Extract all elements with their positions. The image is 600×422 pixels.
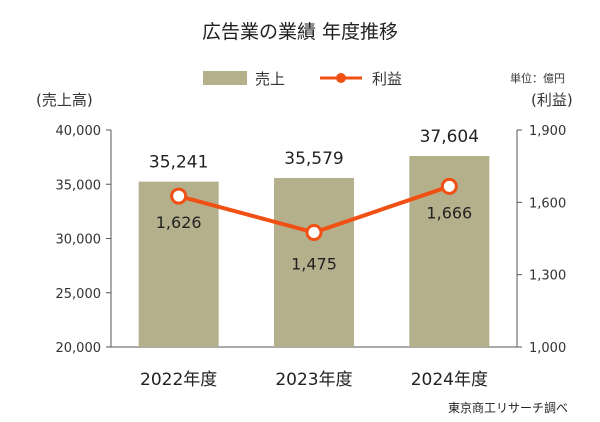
chart-title: 広告業の業績 年度推移 xyxy=(202,21,398,43)
legend-marker-profit xyxy=(336,73,346,83)
profit-marker xyxy=(305,223,323,241)
right-axis-ticks: 1,000 1,300 1,600 1,900 xyxy=(517,124,566,356)
x-axis-labels: 2022年度 2023年度 2024年度 xyxy=(140,370,488,390)
bar xyxy=(138,181,219,347)
left-tick-label: 20,000 xyxy=(56,341,102,356)
legend-label-profit: 利益 xyxy=(372,70,402,88)
left-tick-label: 35,000 xyxy=(56,178,102,193)
bar-series xyxy=(138,155,490,347)
x-tick-label: 2024年度 xyxy=(411,370,488,390)
left-tick-label: 30,000 xyxy=(56,233,102,248)
profit-value-label: 1,666 xyxy=(426,203,472,222)
profit-marker xyxy=(170,187,188,205)
profit-value-label: 1,626 xyxy=(156,213,202,232)
left-axis-ticks: 20,000 25,000 30,000 35,000 40,000 xyxy=(56,124,111,356)
bar-value-label: 35,579 xyxy=(284,149,343,169)
left-tick-label: 25,000 xyxy=(56,287,102,302)
left-tick-label: 40,000 xyxy=(56,124,102,139)
profit-marker xyxy=(440,177,458,195)
legend-label-sales: 売上 xyxy=(255,70,285,88)
left-axis-label: (売上高) xyxy=(36,91,93,109)
right-axis-label: (利益) xyxy=(531,91,573,109)
line-value-labels: 1,626 1,475 1,666 xyxy=(156,203,472,273)
unit-label: 単位：億円 xyxy=(510,71,565,85)
bar xyxy=(274,177,354,347)
right-tick-label: 1,300 xyxy=(529,269,566,284)
right-tick-label: 1,600 xyxy=(529,196,566,211)
line-series xyxy=(170,177,458,241)
legend-swatch-sales xyxy=(203,71,247,85)
right-tick-label: 1,900 xyxy=(529,124,566,139)
profit-value-label: 1,475 xyxy=(291,254,337,273)
right-tick-label: 1,000 xyxy=(529,341,566,356)
bar-value-label: 37,604 xyxy=(420,127,479,147)
x-tick-label: 2022年度 xyxy=(140,370,217,390)
bar-value-label: 35,241 xyxy=(149,153,208,173)
bar-value-labels: 35,241 35,579 37,604 xyxy=(149,127,479,173)
source-note: 東京商工リサーチ調べ xyxy=(448,400,568,415)
x-tick-label: 2023年度 xyxy=(275,370,352,390)
legend: 売上 利益 xyxy=(203,70,402,88)
